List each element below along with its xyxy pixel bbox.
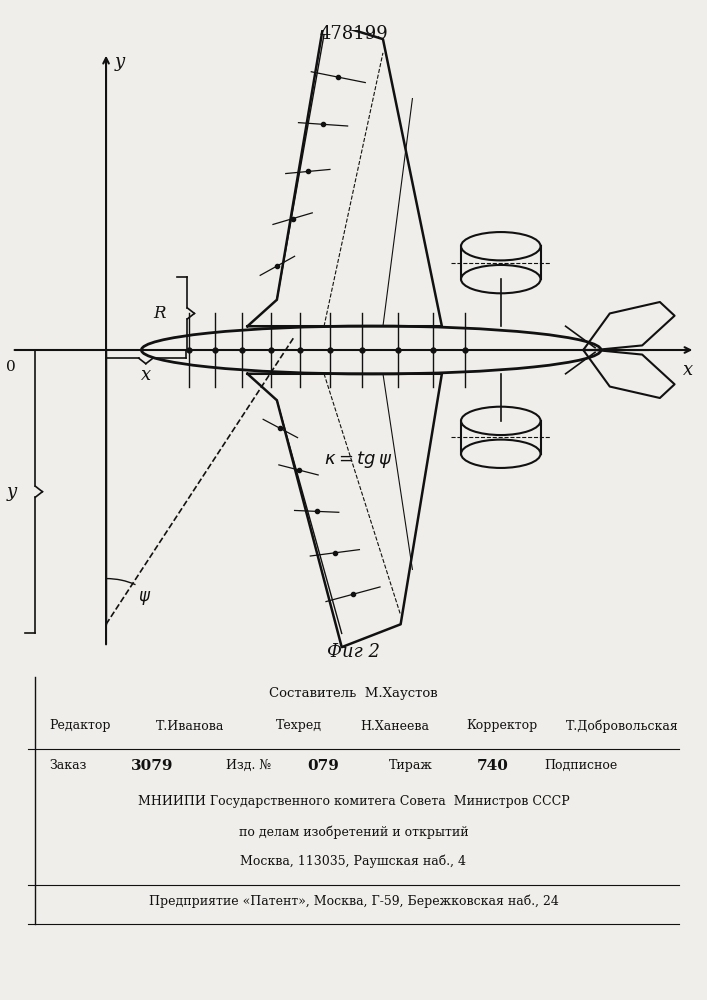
Text: Изд. №: Изд. № xyxy=(226,759,271,772)
Text: МНИИПИ Государственного комитега Совета  Министров СССР: МНИИПИ Государственного комитега Совета … xyxy=(138,795,569,808)
Text: Москва, 113035, Раушская наб., 4: Москва, 113035, Раушская наб., 4 xyxy=(240,855,467,868)
Text: по делам изобретений и открытий: по делам изобретений и открытий xyxy=(239,825,468,839)
Text: x: x xyxy=(684,361,694,379)
Text: Подписное: Подписное xyxy=(544,759,618,772)
Text: 3079: 3079 xyxy=(131,759,173,773)
Text: Корректор: Корректор xyxy=(467,720,538,732)
Text: Предприятие «Патент», Москва, Г-59, Бережковская наб., 24: Предприятие «Патент», Москва, Г-59, Бере… xyxy=(148,894,559,908)
Text: $\kappa = tg\,\psi$: $\kappa = tg\,\psi$ xyxy=(324,449,392,470)
Text: Т.Иванова: Т.Иванова xyxy=(156,720,224,732)
Text: 0: 0 xyxy=(6,360,16,374)
Text: x: x xyxy=(141,366,151,384)
Text: Т.Добровольская: Т.Добровольская xyxy=(566,720,678,733)
Text: R: R xyxy=(153,305,165,322)
Text: Фиг 2: Фиг 2 xyxy=(327,643,380,661)
Text: $\psi$: $\psi$ xyxy=(139,589,152,607)
Text: 740: 740 xyxy=(477,759,509,773)
Text: y: y xyxy=(115,53,125,71)
Text: Тираж: Тираж xyxy=(389,759,433,772)
Text: y: y xyxy=(7,483,17,501)
Text: Техред: Техред xyxy=(276,720,322,732)
Text: Заказ: Заказ xyxy=(49,759,87,772)
Text: 079: 079 xyxy=(308,759,339,773)
Text: Составитель  М.Хаустов: Составитель М.Хаустов xyxy=(269,686,438,700)
Text: Н.Ханеева: Н.Ханеева xyxy=(361,720,430,732)
Text: 478199: 478199 xyxy=(319,25,388,43)
Text: Редактор: Редактор xyxy=(49,720,111,732)
